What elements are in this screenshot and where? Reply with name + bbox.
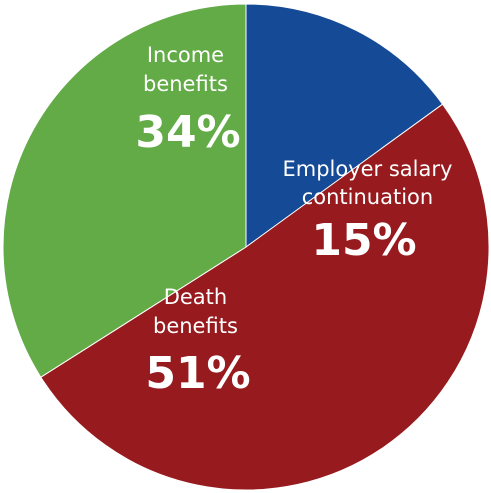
slice-label-line: Death <box>164 285 228 309</box>
slice-percent: 51% <box>145 348 250 399</box>
pie-slice-employer-salary <box>245 3 444 248</box>
slice-percent: 34% <box>135 107 240 158</box>
slice-label-line: Income <box>147 43 224 67</box>
pie-slice-income <box>2 3 247 378</box>
slice-label-line: Employer salary <box>282 157 452 181</box>
slice-label-line: continuation <box>302 185 434 209</box>
slice-label-line: benefits <box>153 314 238 338</box>
slice-label-income: Income benefits 34% <box>135 43 240 158</box>
slice-percent: 15% <box>311 215 416 266</box>
pie-labels: Employer salary continuation 15% Death b… <box>135 43 457 399</box>
pie-slice-death <box>40 103 490 491</box>
slice-label-line: benefits <box>143 72 228 96</box>
slice-label-employer-salary: Employer salary continuation 15% <box>282 157 457 266</box>
slice-label-death: Death benefits 51% <box>145 285 250 399</box>
pie-slices <box>2 3 490 491</box>
